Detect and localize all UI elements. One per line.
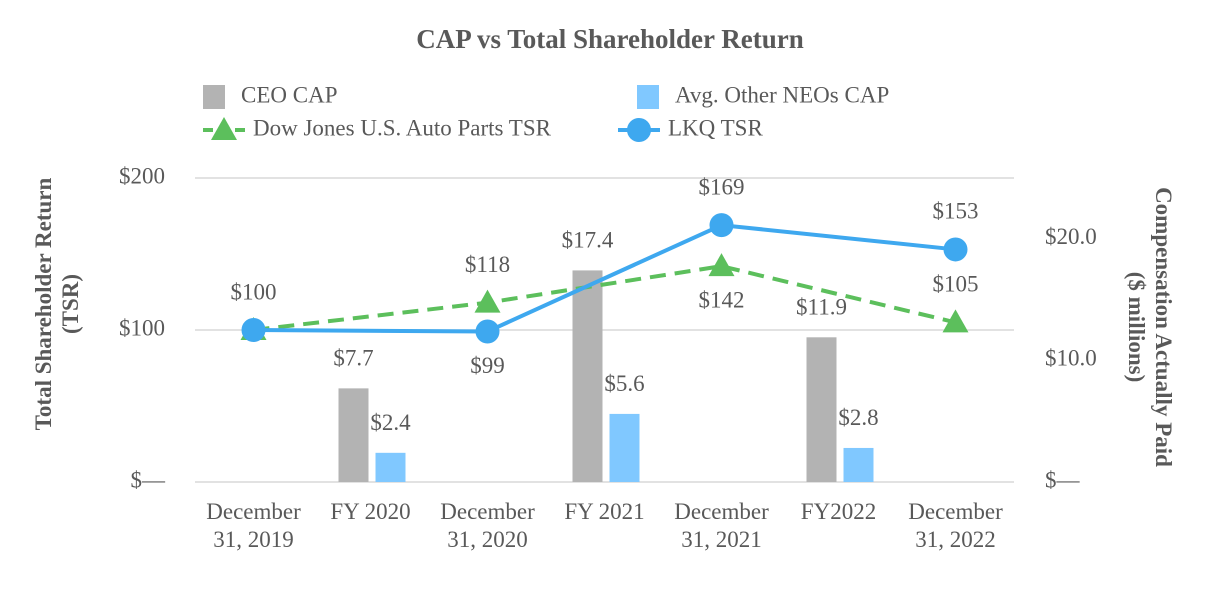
chart-title: CAP vs Total Shareholder Return — [416, 24, 804, 54]
data-label: $169 — [699, 174, 745, 199]
legend-swatch — [203, 85, 225, 109]
marker — [708, 253, 735, 277]
bar — [572, 270, 603, 482]
y2-tick-label: $20.0 — [1045, 224, 1097, 249]
data-label: $105 — [933, 272, 979, 297]
y-tick-label: $— — [131, 467, 167, 492]
y-tick-label: $100 — [119, 315, 165, 340]
y2-tick-label: $— — [1045, 467, 1081, 492]
marker — [943, 237, 968, 262]
marker — [474, 289, 501, 313]
x-tick-label: FY 2020 — [330, 499, 411, 524]
legend-label: Avg. Other NEOs CAP — [675, 82, 889, 107]
data-label: $5.6 — [604, 371, 644, 396]
bar — [806, 337, 837, 482]
data-label: $17.4 — [562, 228, 614, 253]
x-tick-label: FY2022 — [800, 499, 877, 524]
x-tick-label: FY 2021 — [564, 499, 645, 524]
data-label: $153 — [933, 199, 979, 224]
x-tick-label: December 31, 2020 — [440, 499, 535, 552]
data-label: $7.7 — [333, 346, 373, 371]
marker — [475, 319, 500, 344]
data-label: $99 — [470, 353, 505, 378]
bar — [338, 388, 369, 482]
legend-marker — [627, 118, 651, 142]
bar — [375, 452, 406, 482]
bar — [609, 413, 640, 482]
line — [253, 223, 956, 334]
data-label: $100 — [231, 279, 277, 304]
marker — [241, 318, 266, 342]
data-label: $11.9 — [796, 295, 847, 320]
data-label: $2.8 — [838, 405, 878, 430]
data-label: $2.4 — [370, 410, 411, 435]
y-axis-title: Total Shareholder Return (TSR) — [31, 177, 83, 431]
legend-label: Dow Jones U.S. Auto Parts TSR — [253, 115, 552, 140]
x-tick-label: December 31, 2019 — [206, 499, 301, 552]
marker — [942, 309, 969, 333]
bar — [843, 447, 874, 482]
legend-label: LKQ TSR — [668, 115, 763, 140]
data-label: $118 — [465, 252, 510, 277]
x-tick-label: December 31, 2022 — [908, 499, 1003, 552]
data-label: $142 — [699, 287, 745, 312]
legend-swatch — [637, 85, 659, 109]
line — [253, 264, 956, 332]
y-tick-label: $200 — [119, 163, 165, 188]
marker — [709, 213, 734, 238]
y2-axis-title: Compensation Actually Paid ($ millions) — [1124, 187, 1176, 467]
legend-label: CEO CAP — [241, 82, 338, 107]
y2-tick-label: $10.0 — [1045, 346, 1097, 371]
x-tick-label: December 31, 2021 — [674, 499, 769, 552]
legend-marker — [211, 117, 237, 140]
